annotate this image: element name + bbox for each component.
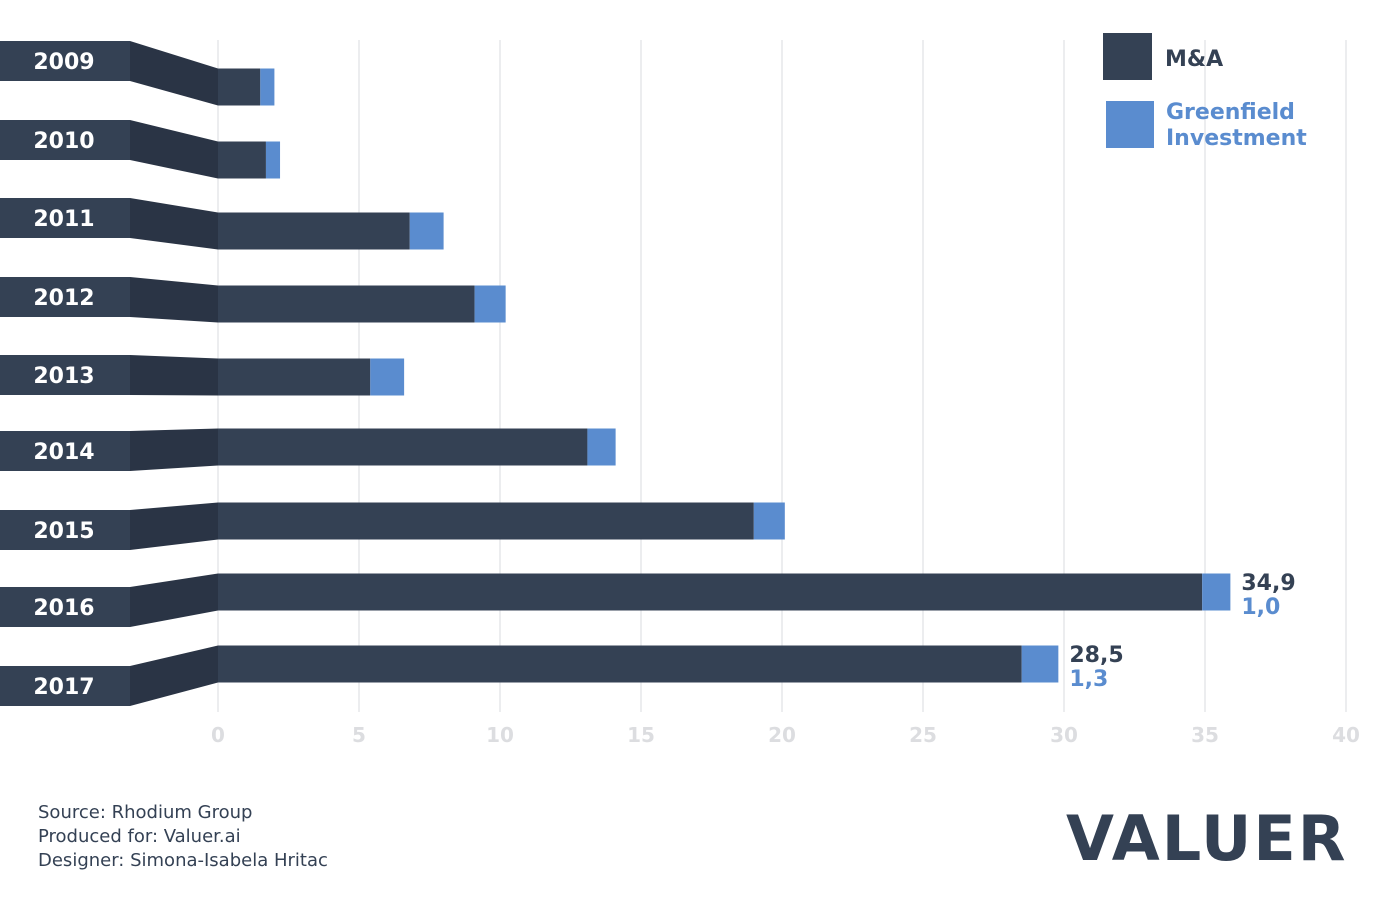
- x-tick-label: 5: [352, 723, 366, 747]
- greenfield-value-label: 1,3: [1069, 667, 1108, 692]
- year-connector: [130, 645, 218, 706]
- x-tick-label: 20: [768, 723, 796, 747]
- greenfield-value-label: 1,0: [1241, 595, 1280, 620]
- valuer-logo: VALUER: [1066, 802, 1348, 875]
- year-label-tab: [0, 120, 130, 160]
- year-label-tab: [0, 277, 130, 317]
- ma-bar: [218, 141, 266, 179]
- year-label: 2009: [33, 50, 94, 75]
- year-connector: [130, 41, 218, 106]
- year-connector: [130, 120, 218, 179]
- year-connector: [130, 502, 218, 550]
- greenfield-bar: [370, 358, 405, 396]
- year-connector: [130, 428, 218, 471]
- ma-value-label: 28,5: [1069, 643, 1123, 668]
- year-label: 2015: [33, 519, 94, 544]
- x-tick-label: 40: [1332, 723, 1360, 747]
- legend-swatch-ma: [1103, 33, 1152, 80]
- year-connector: [130, 573, 218, 627]
- greenfield-bar: [587, 428, 616, 466]
- ma-bar: [218, 428, 588, 466]
- x-tick-label: 35: [1191, 723, 1219, 747]
- year-label: 2013: [33, 364, 94, 389]
- year-label-tab: [0, 510, 130, 550]
- ma-bar: [218, 502, 754, 540]
- year-label: 2010: [33, 129, 94, 154]
- greenfield-bar: [753, 502, 785, 540]
- greenfield-bar: [1021, 645, 1059, 683]
- ma-bar: [218, 212, 410, 250]
- year-label-tab: [0, 355, 130, 395]
- x-tick-label: 25: [909, 723, 937, 747]
- legend-label-greenfield: Greenfield Investment: [1166, 100, 1307, 151]
- ma-bar: [218, 68, 261, 106]
- greenfield-bar: [265, 141, 281, 179]
- year-connector: [130, 355, 218, 396]
- year-label: 2011: [33, 207, 94, 232]
- ma-bar: [218, 645, 1022, 683]
- greenfield-bar: [474, 285, 506, 323]
- ma-value-label: 34,9: [1241, 571, 1295, 596]
- year-label: 2017: [33, 675, 94, 700]
- legend-label-ma: M&A: [1165, 47, 1223, 72]
- year-label-tab: [0, 587, 130, 627]
- greenfield-bar: [260, 68, 275, 106]
- produced-for-text: Produced for: Valuer.ai: [38, 826, 241, 847]
- year-label: 2014: [33, 440, 94, 465]
- source-text: Source: Rhodium Group: [38, 802, 253, 823]
- credits: Source: Rhodium Group Produced for: Valu…: [38, 801, 328, 873]
- year-label-tab: [0, 41, 130, 81]
- ma-bar: [218, 285, 475, 323]
- x-tick-label: 10: [486, 723, 514, 747]
- greenfield-bar: [409, 212, 444, 250]
- greenfield-bar: [1202, 573, 1231, 611]
- year-label-tab: [0, 198, 130, 238]
- year-label: 2016: [33, 596, 94, 621]
- year-label: 2012: [33, 286, 94, 311]
- year-label-tab: [0, 431, 130, 471]
- ma-bar: [218, 358, 371, 396]
- year-connector: [130, 198, 218, 250]
- legend-swatch-greenfield: [1106, 101, 1154, 148]
- x-tick-label: 15: [627, 723, 655, 747]
- year-label-tab: [0, 666, 130, 706]
- year-connector: [130, 277, 218, 323]
- ma-bar: [218, 573, 1203, 611]
- x-tick-label: 30: [1050, 723, 1078, 747]
- x-tick-label: 0: [211, 723, 225, 747]
- designer-text: Designer: Simona-Isabela Hritac: [38, 850, 328, 871]
